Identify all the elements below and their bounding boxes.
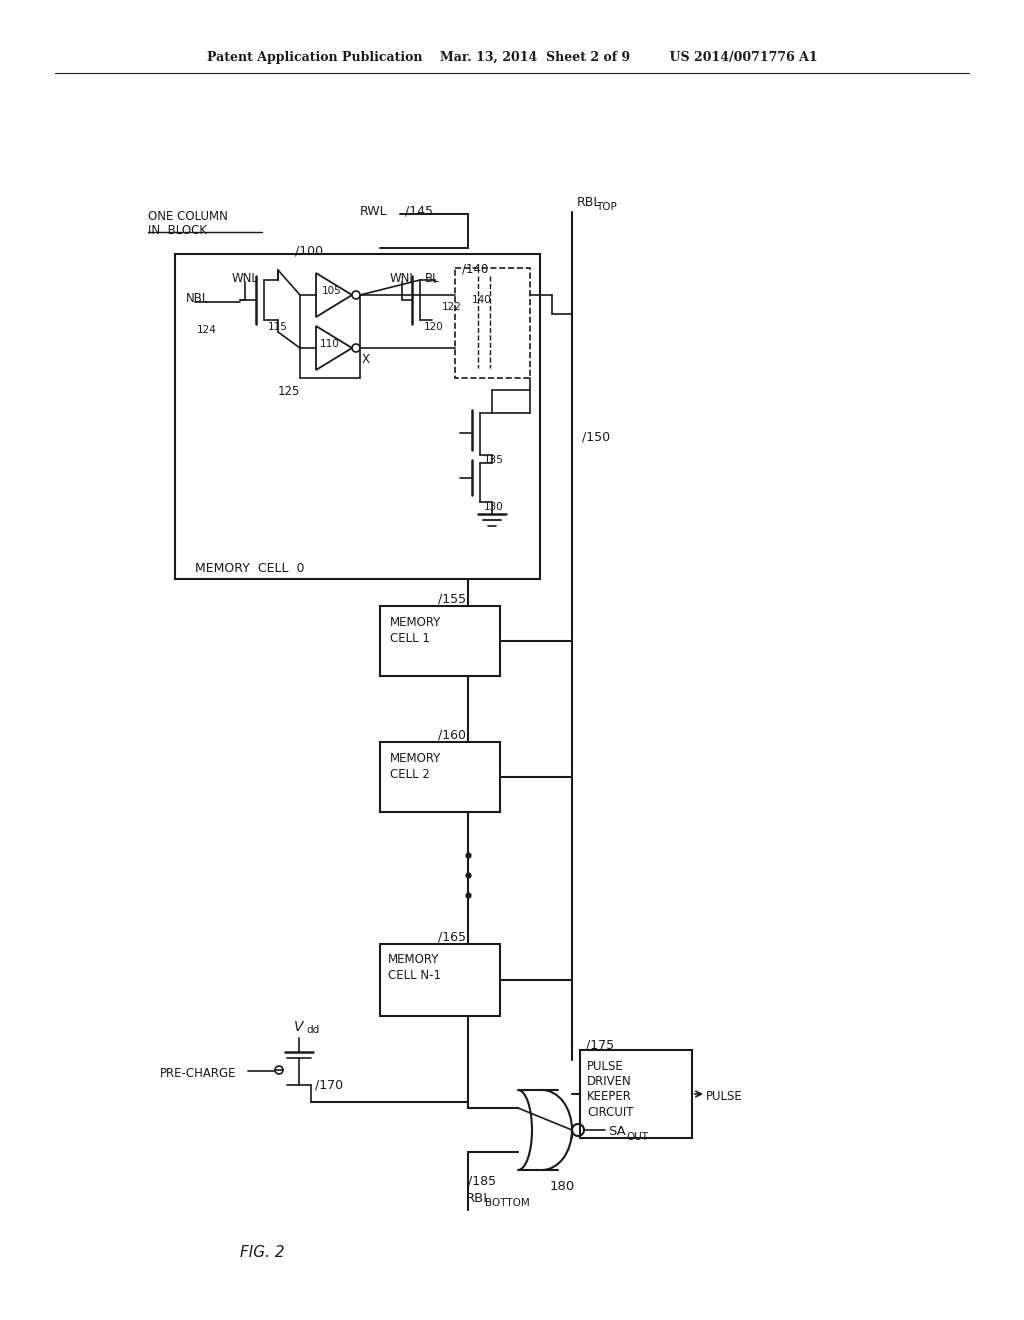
Text: RWL: RWL [360,205,388,218]
Text: SA: SA [608,1125,626,1138]
Text: CELL N-1: CELL N-1 [388,969,441,982]
Text: /185: /185 [468,1175,496,1188]
Text: KEEPER: KEEPER [587,1090,632,1104]
Text: CELL 2: CELL 2 [390,768,430,781]
Text: PULSE: PULSE [587,1060,624,1073]
Text: /155: /155 [438,591,466,605]
Text: X: X [362,352,370,366]
Text: CIRCUIT: CIRCUIT [587,1106,634,1119]
Text: 105: 105 [322,286,342,296]
Bar [175,253,540,579]
Text: /140: /140 [462,263,488,276]
Text: MEMORY: MEMORY [390,616,441,630]
Text: NBL: NBL [186,292,209,305]
Text: MEMORY: MEMORY [390,752,441,766]
Text: 130: 130 [484,502,504,512]
Text: PULSE: PULSE [706,1090,742,1104]
Text: RBL: RBL [466,1192,492,1205]
Text: 135: 135 [484,455,504,465]
Text: OUT: OUT [626,1133,648,1142]
Text: 125: 125 [278,385,300,399]
Text: CELL 1: CELL 1 [390,632,430,645]
Text: /160: /160 [438,729,466,741]
Text: WNL: WNL [390,272,417,285]
Text: 180: 180 [550,1180,575,1193]
Text: 110: 110 [319,339,340,348]
Text: FIG. 2: FIG. 2 [240,1245,285,1261]
Text: /145: /145 [406,205,433,216]
Text: V: V [294,1020,303,1034]
Text: IN  BLOCK: IN BLOCK [148,224,207,238]
Text: 122: 122 [442,302,462,312]
Bar [580,1049,692,1138]
Text: PRE-CHARGE: PRE-CHARGE [160,1067,237,1080]
Text: WNL: WNL [232,272,259,285]
Text: BOTTOM: BOTTOM [485,1199,529,1208]
Text: 115: 115 [268,322,288,333]
Bar [455,268,530,378]
Text: MEMORY: MEMORY [388,953,439,966]
Text: 140: 140 [472,294,492,305]
Text: BL: BL [425,272,439,285]
Text: Patent Application Publication    Mar. 13, 2014  Sheet 2 of 9         US 2014/00: Patent Application Publication Mar. 13, … [207,51,817,65]
Bar [380,944,500,1016]
Text: dd: dd [306,1026,319,1035]
Text: /175: /175 [586,1038,614,1051]
Text: /100: /100 [295,244,324,257]
Text: 120: 120 [424,322,443,333]
Text: /165: /165 [438,931,466,942]
Text: DRIVEN: DRIVEN [587,1074,632,1088]
Text: /170: /170 [315,1078,343,1092]
Text: RBL: RBL [577,195,601,209]
Text: MEMORY  CELL  0: MEMORY CELL 0 [195,562,304,576]
Text: TOP: TOP [596,202,616,213]
Text: /150: /150 [582,430,610,444]
Text: ONE COLUMN: ONE COLUMN [148,210,228,223]
Bar [380,606,500,676]
Text: 124: 124 [197,325,217,335]
Bar [380,742,500,812]
